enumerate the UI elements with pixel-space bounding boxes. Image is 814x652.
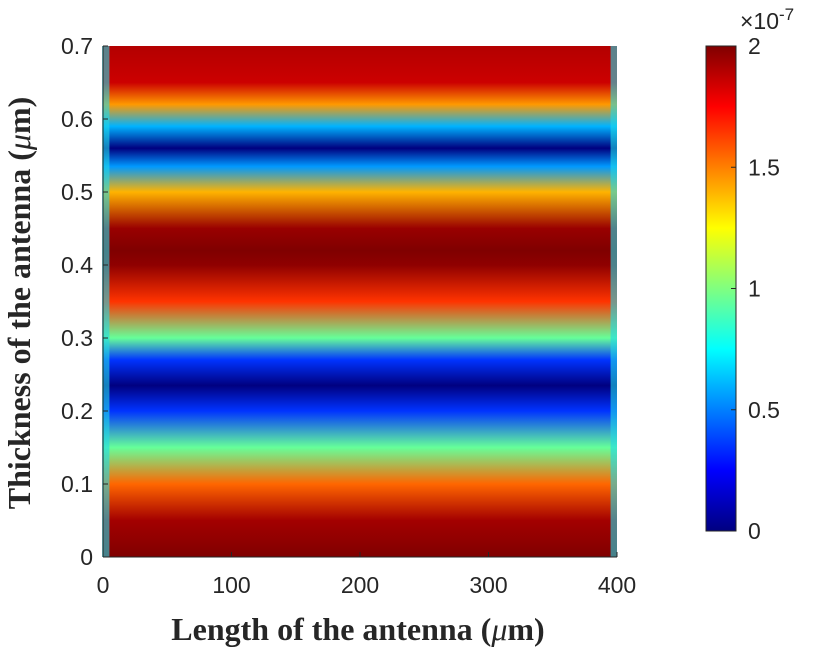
y-tick-label: 0.7	[61, 33, 93, 59]
colorbar-tick-label: 1.5	[748, 154, 780, 180]
x-axis-ticks: 0 100 200 300 400	[97, 552, 636, 598]
y-tick-label: 0.5	[61, 179, 93, 205]
y-axis-label-unit-prefix: (	[1, 150, 37, 161]
colorbar-tick-label: 0.5	[748, 397, 780, 423]
y-tick-label: 0.4	[61, 252, 93, 278]
x-tick-label: 300	[469, 572, 507, 598]
heatmap-field	[103, 46, 617, 557]
y-axis-ticks: 0 0.1 0.2 0.3 0.4 0.5 0.6 0.7	[61, 33, 108, 570]
x-axis-label-unit-symbol: μ	[490, 611, 507, 647]
colorbar-exponent: ×10-7	[740, 5, 794, 34]
x-tick-label: 100	[212, 572, 250, 598]
y-axis-label: Thickness of the antenna (μm)	[1, 97, 37, 510]
x-tick-label: 0	[97, 572, 110, 598]
x-axis-label-unit-prefix: (	[481, 611, 492, 647]
y-axis-label-unit-rest: m)	[1, 97, 37, 134]
y-tick-label: 0.2	[61, 398, 93, 424]
colorbar-ticks: 0 0.5 1 1.5 2	[731, 33, 780, 544]
plot-area	[102, 46, 617, 558]
y-tick-label: 0	[80, 544, 93, 570]
y-tick-label: 0.3	[61, 325, 93, 351]
colorbar-tick-label: 1	[748, 276, 761, 302]
colorbar-exponent-power: -7	[779, 5, 794, 24]
x-axis-label-text: Length of the antenna	[171, 611, 472, 647]
y-tick-label: 0.1	[61, 471, 93, 497]
x-axis-label: Length of the antenna (μm)	[171, 611, 544, 647]
left-edge-region	[102, 46, 110, 557]
right-edge-region	[610, 46, 617, 557]
colorbar-exponent-base: ×10	[740, 8, 779, 34]
y-axis-label-unit-symbol: μ	[1, 134, 37, 151]
y-axis-label-text: Thickness of the antenna	[1, 169, 37, 510]
x-tick-label: 200	[341, 572, 379, 598]
colorbar-tick-label: 0	[748, 518, 761, 544]
x-tick-label: 400	[598, 572, 636, 598]
colorbar-tick-label: 2	[748, 33, 761, 59]
y-tick-label: 0.6	[61, 106, 93, 132]
x-axis-label-unit-rest: m)	[507, 611, 544, 647]
